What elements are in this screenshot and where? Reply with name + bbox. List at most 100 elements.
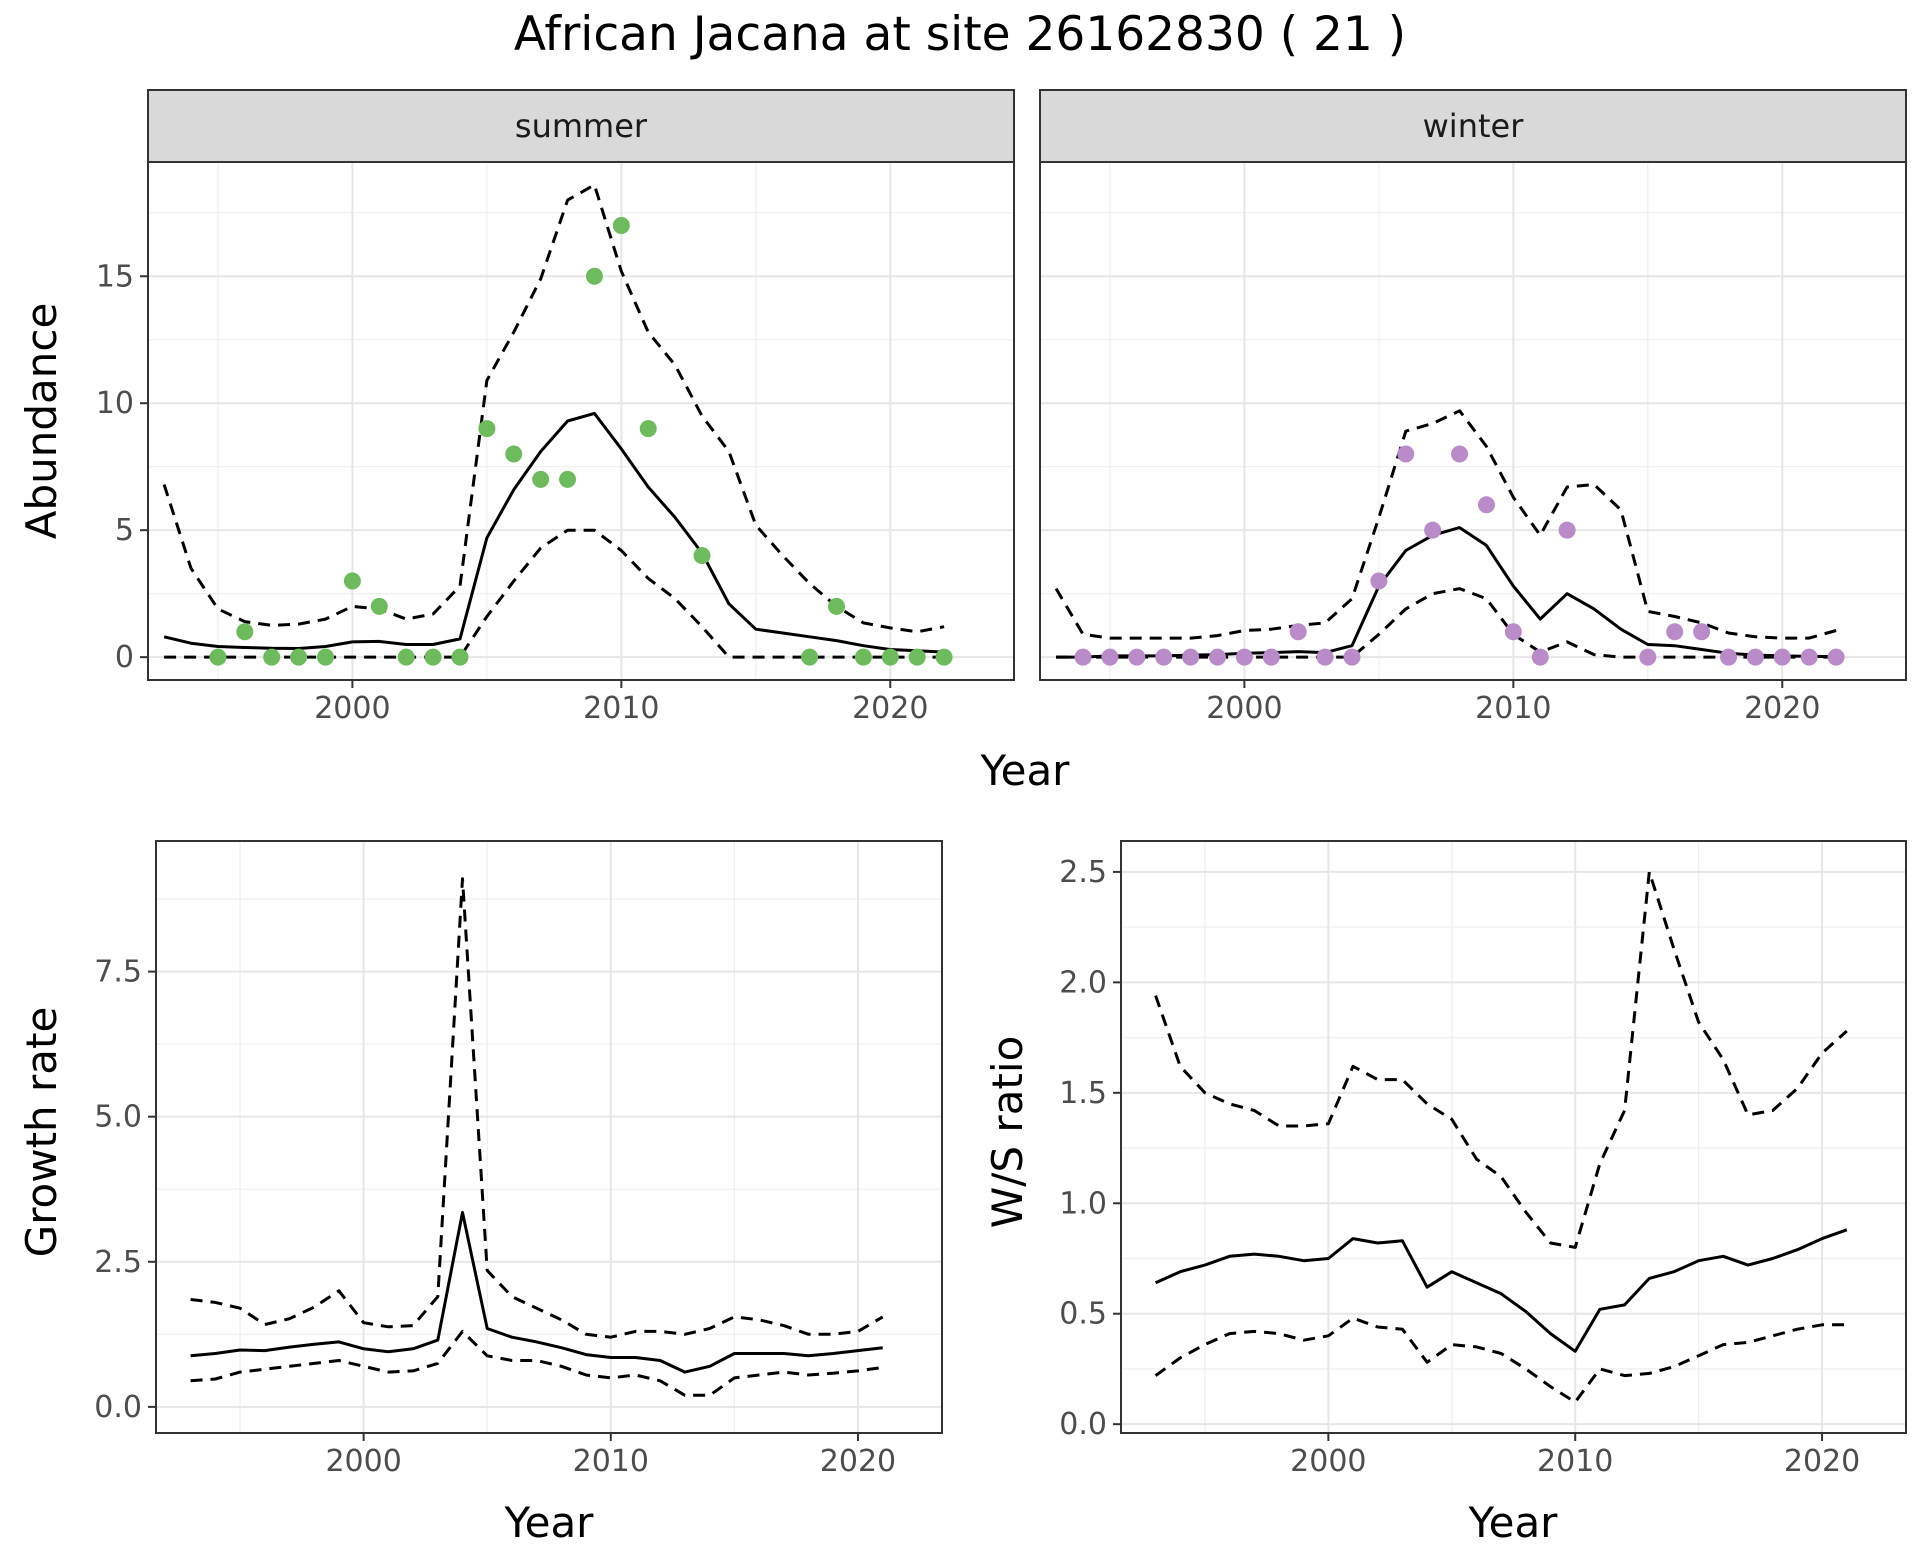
data-point bbox=[1558, 521, 1576, 539]
data-point bbox=[1262, 648, 1280, 666]
y-tick-label: 2.5 bbox=[1059, 855, 1107, 890]
growth-y-axis-title: Growth rate bbox=[17, 1007, 66, 1258]
plot-background bbox=[1040, 162, 1906, 680]
facet-strip-label: winter bbox=[1423, 107, 1525, 145]
series-line-fit bbox=[190, 1211, 883, 1374]
x-tick-label: 2000 bbox=[1206, 691, 1282, 726]
growth-rate-panel: 2000 2010 2020 0.0 2.5 5.0 7.5 bbox=[94, 840, 943, 1479]
data-point bbox=[881, 648, 899, 666]
data-point bbox=[317, 648, 335, 666]
x-tick-label: 2000 bbox=[314, 691, 390, 726]
data-point bbox=[424, 648, 442, 666]
y-tick-label: 15 bbox=[96, 259, 134, 294]
x-tick-label: 2000 bbox=[1290, 1444, 1366, 1479]
y-tick-label: 7.5 bbox=[94, 955, 142, 990]
data-point bbox=[478, 420, 496, 438]
data-point bbox=[1639, 648, 1657, 666]
panel-border bbox=[1039, 161, 1907, 681]
data-point bbox=[935, 648, 953, 666]
x-tick-label: 2010 bbox=[1537, 1444, 1613, 1479]
data-point bbox=[1666, 623, 1684, 641]
y-tick-label: 2.5 bbox=[94, 1245, 142, 1280]
y-tick-label: 0.5 bbox=[1059, 1297, 1107, 1332]
x-tick-label: 2020 bbox=[852, 691, 928, 726]
x-tick-label: 2020 bbox=[1784, 1444, 1860, 1479]
series-line-upper bbox=[1054, 409, 1837, 640]
series-line-upper bbox=[190, 877, 884, 1339]
data-point bbox=[1182, 648, 1200, 666]
data-point bbox=[505, 445, 523, 463]
y-tick-label: 1.0 bbox=[1059, 1186, 1107, 1221]
winter-abundance-panel: winter 2000 2010 2020 bbox=[1039, 89, 1907, 726]
data-point bbox=[209, 648, 227, 666]
ws-ratio-panel: 2000 2010 2020 0.0 0.5 1.0 1.5 2.0 2.5 bbox=[1059, 840, 1907, 1479]
data-point bbox=[1397, 445, 1415, 463]
y-tick-label: 10 bbox=[96, 386, 134, 421]
data-point bbox=[585, 267, 603, 285]
data-point bbox=[1370, 572, 1388, 590]
data-point bbox=[1289, 623, 1307, 641]
figure-title: African Jacana at site 26162830 ( 21 ) bbox=[514, 7, 1406, 62]
y-tick-label: 5 bbox=[115, 513, 134, 548]
y-tick-label: 1.5 bbox=[1059, 1076, 1107, 1111]
data-point bbox=[1531, 648, 1549, 666]
data-point bbox=[1719, 648, 1737, 666]
growth-x-axis-title: Year bbox=[504, 1498, 595, 1547]
data-point bbox=[1424, 521, 1442, 539]
data-point bbox=[612, 216, 630, 234]
data-point bbox=[1074, 648, 1092, 666]
data-point bbox=[639, 420, 657, 438]
plot-background bbox=[1121, 841, 1906, 1433]
ratio-x-axis-title: Year bbox=[1468, 1498, 1559, 1547]
data-point bbox=[370, 597, 388, 615]
x-tick-label: 2000 bbox=[325, 1444, 401, 1479]
data-point bbox=[1451, 445, 1469, 463]
x-tick-label: 2010 bbox=[583, 691, 659, 726]
y-tick-label: 5.0 bbox=[94, 1100, 142, 1135]
x-tick-label: 2020 bbox=[820, 1444, 896, 1479]
summer-abundance-panel: summer 2000 2010 2020 0 5 10 15 bbox=[96, 89, 1015, 726]
data-point bbox=[290, 648, 308, 666]
data-point bbox=[801, 648, 819, 666]
facet-x-axis-title: Year bbox=[980, 746, 1071, 795]
data-point bbox=[1827, 648, 1845, 666]
data-point bbox=[908, 648, 926, 666]
data-point bbox=[1235, 648, 1253, 666]
data-point bbox=[1209, 648, 1227, 666]
plot-background bbox=[148, 162, 1014, 680]
facet-strip-label: summer bbox=[515, 107, 648, 145]
series-line-fit bbox=[163, 411, 945, 654]
y-tick-label: 0.0 bbox=[94, 1390, 142, 1425]
series-line-upper bbox=[162, 183, 945, 634]
data-point bbox=[1128, 648, 1146, 666]
y-tick-label: 0.0 bbox=[1059, 1407, 1107, 1442]
panel-border bbox=[1120, 840, 1907, 1434]
data-point bbox=[236, 623, 254, 641]
data-point bbox=[397, 648, 415, 666]
data-point bbox=[1504, 623, 1522, 641]
facet-y-axis-title: Abundance bbox=[17, 303, 66, 540]
data-point bbox=[559, 470, 577, 488]
data-point bbox=[263, 648, 281, 666]
data-point bbox=[1693, 623, 1711, 641]
data-point bbox=[1773, 648, 1791, 666]
data-point bbox=[1101, 648, 1119, 666]
data-point bbox=[827, 597, 845, 615]
series-line-upper bbox=[1154, 870, 1848, 1249]
panel-border bbox=[155, 840, 943, 1434]
data-point bbox=[1746, 648, 1764, 666]
data-point bbox=[693, 547, 711, 565]
data-point bbox=[343, 572, 361, 590]
data-point bbox=[451, 648, 469, 666]
data-point bbox=[854, 648, 872, 666]
data-point bbox=[1316, 648, 1334, 666]
panel-border bbox=[147, 161, 1015, 681]
x-tick-label: 2010 bbox=[1475, 691, 1551, 726]
data-point bbox=[532, 470, 550, 488]
data-point bbox=[1343, 648, 1361, 666]
facet-strip bbox=[147, 89, 1015, 163]
series-line-lower bbox=[1154, 1316, 1847, 1404]
x-tick-label: 2020 bbox=[1744, 691, 1820, 726]
y-tick-label: 0 bbox=[115, 640, 134, 675]
